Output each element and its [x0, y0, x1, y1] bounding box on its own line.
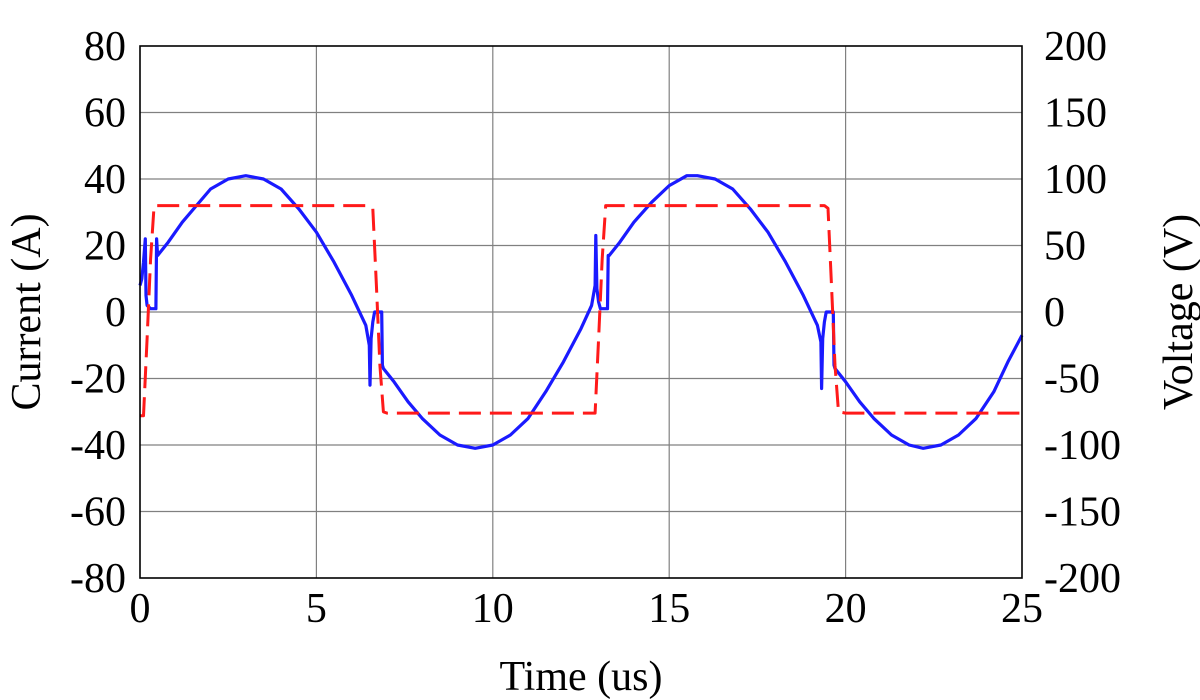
- x-tick-label: 10: [472, 586, 514, 632]
- x-tick-label: 15: [648, 586, 690, 632]
- y-left-tick-label: 20: [84, 224, 126, 270]
- tick-labels: 0 5 10 15 20 25-80-60-40-20020406080-200-150-…: [70, 24, 1121, 632]
- current-series-line: [138, 174, 1024, 450]
- grid: [140, 46, 1022, 578]
- x-tick-label: 0: [130, 586, 151, 632]
- x-tick-label: 20: [825, 586, 867, 632]
- y-left-tick-label: -40: [70, 423, 126, 469]
- y-left-tick-label: 60: [84, 91, 126, 137]
- y-right-tick-label: 50: [1044, 224, 1086, 270]
- y-right-tick-label: -100: [1044, 423, 1121, 469]
- y-right-tick-label: -200: [1044, 556, 1121, 602]
- y-left-tick-label: 0: [105, 290, 126, 336]
- y-left-tick-label: -80: [70, 556, 126, 602]
- x-axis-title: Time (us): [500, 654, 663, 700]
- y-axis-right-title: Voltage (V): [1156, 214, 1200, 410]
- y-right-tick-label: 150: [1044, 91, 1107, 137]
- series-group: [138, 174, 1024, 450]
- x-tick-label: 5: [306, 586, 327, 632]
- y-right-tick-label: -150: [1044, 490, 1121, 536]
- y-right-tick-label: 100: [1044, 157, 1107, 203]
- y-left-tick-label: 80: [84, 24, 126, 70]
- y-right-tick-label: 200: [1044, 24, 1107, 70]
- y-left-tick-label: 40: [84, 157, 126, 203]
- y-right-tick-label: -50: [1044, 357, 1100, 403]
- y-left-tick-label: -60: [70, 490, 126, 536]
- y-left-tick-label: -20: [70, 357, 126, 403]
- voltage-series-line: [140, 204, 1022, 418]
- y-axis-left-title: Current (A): [4, 213, 50, 410]
- y-right-tick-label: 0: [1044, 290, 1065, 336]
- x-tick-label: 25: [1001, 586, 1043, 632]
- plot-frame: [139, 45, 1023, 579]
